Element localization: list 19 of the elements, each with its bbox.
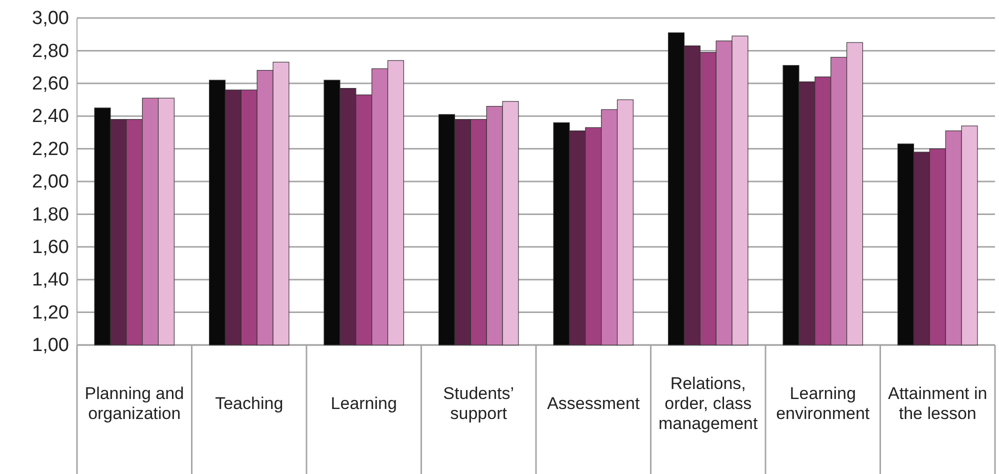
x-tick-label: Learning <box>330 394 397 414</box>
y-tick-label: 2,00 <box>32 172 69 193</box>
x-tick-label: Learning environment <box>776 384 870 424</box>
y-tick-label: 2,20 <box>32 138 69 160</box>
y-tick-label: 1,40 <box>32 270 69 291</box>
x-tick-label: Relations, order, class management <box>658 374 758 434</box>
x-tick-label: Teaching <box>215 394 284 414</box>
y-tick-label: 1,60 <box>32 236 69 258</box>
y-tick-label: 2,40 <box>32 106 69 128</box>
y-tick-label: 2,80 <box>32 40 69 62</box>
x-tick-label: Students’ support <box>443 384 514 424</box>
y-tick-label: 1,20 <box>32 302 69 324</box>
x-tick-label: Assessment <box>547 394 640 414</box>
x-tick-label: Planning and organization <box>84 384 184 424</box>
y-tick-label: 1,80 <box>32 204 69 226</box>
x-tick-label: Attainment in the lesson <box>888 384 988 424</box>
y-tick-label: 1,00 <box>32 335 69 356</box>
y-tick-label: 3,00 <box>32 8 69 30</box>
y-tick-label: 2,60 <box>32 73 69 94</box>
